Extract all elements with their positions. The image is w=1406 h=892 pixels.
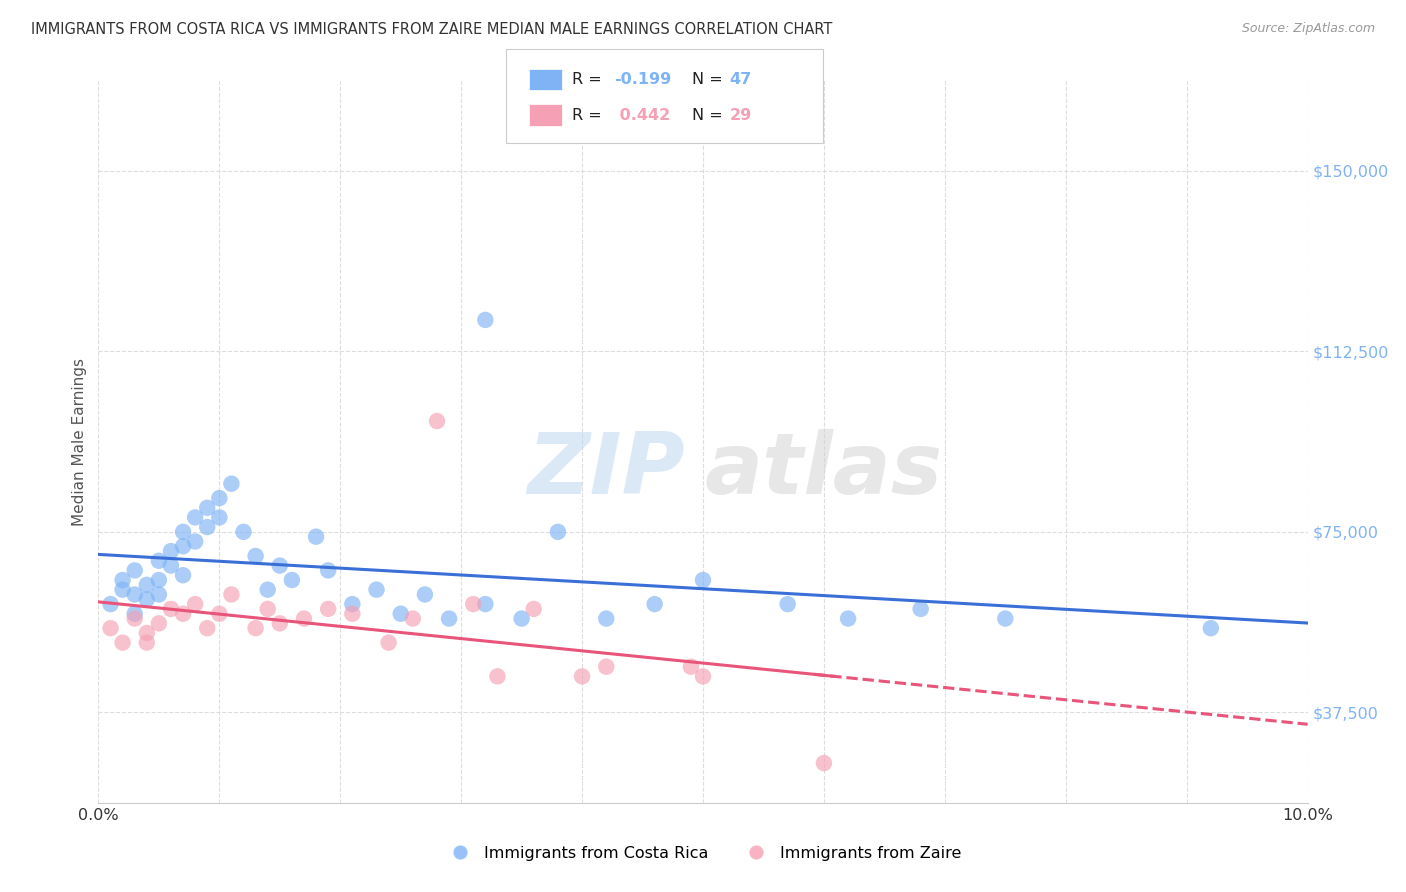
- Point: [595, 659, 617, 673]
- Point: [910, 602, 932, 616]
- Point: [124, 611, 146, 625]
- Point: [148, 616, 170, 631]
- Point: [124, 607, 146, 621]
- Point: [510, 611, 533, 625]
- Text: 29: 29: [730, 108, 752, 122]
- Point: [389, 607, 412, 621]
- Point: [160, 602, 183, 616]
- Point: [679, 659, 702, 673]
- Point: [256, 602, 278, 616]
- Point: [994, 611, 1017, 625]
- Text: N =: N =: [692, 72, 728, 87]
- Point: [377, 635, 399, 649]
- Text: IMMIGRANTS FROM COSTA RICA VS IMMIGRANTS FROM ZAIRE MEDIAN MALE EARNINGS CORRELA: IMMIGRANTS FROM COSTA RICA VS IMMIGRANTS…: [31, 22, 832, 37]
- Text: -0.199: -0.199: [614, 72, 672, 87]
- Point: [776, 597, 799, 611]
- Point: [172, 607, 194, 621]
- Point: [184, 534, 207, 549]
- Point: [426, 414, 449, 428]
- Point: [316, 563, 339, 577]
- Point: [208, 607, 231, 621]
- Point: [402, 611, 425, 625]
- Point: [184, 510, 207, 524]
- Point: [437, 611, 460, 625]
- Point: [148, 554, 170, 568]
- Point: [111, 635, 134, 649]
- Point: [644, 597, 666, 611]
- Point: [292, 611, 315, 625]
- Point: [692, 573, 714, 587]
- Point: [160, 558, 183, 573]
- Text: 47: 47: [730, 72, 752, 87]
- Point: [148, 573, 170, 587]
- Point: [342, 607, 364, 621]
- Point: [463, 597, 485, 611]
- Point: [172, 524, 194, 539]
- Text: ZIP: ZIP: [527, 429, 685, 512]
- Point: [195, 520, 218, 534]
- Text: R =: R =: [572, 108, 607, 122]
- Text: 0.442: 0.442: [614, 108, 671, 122]
- Point: [124, 587, 146, 601]
- Point: [172, 568, 194, 582]
- Text: atlas: atlas: [704, 429, 943, 512]
- Point: [342, 597, 364, 611]
- Point: [1199, 621, 1222, 635]
- Point: [195, 500, 218, 515]
- Text: Source: ZipAtlas.com: Source: ZipAtlas.com: [1241, 22, 1375, 36]
- Text: R =: R =: [572, 72, 607, 87]
- Point: [316, 602, 339, 616]
- Point: [195, 621, 218, 635]
- Text: N =: N =: [692, 108, 728, 122]
- Point: [135, 626, 157, 640]
- Legend: Immigrants from Costa Rica, Immigrants from Zaire: Immigrants from Costa Rica, Immigrants f…: [437, 839, 969, 867]
- Point: [184, 597, 207, 611]
- Point: [100, 621, 122, 635]
- Point: [208, 510, 231, 524]
- Point: [486, 669, 509, 683]
- Point: [474, 597, 496, 611]
- Point: [595, 611, 617, 625]
- Point: [413, 587, 436, 601]
- Point: [135, 635, 157, 649]
- Point: [366, 582, 388, 597]
- Point: [305, 530, 328, 544]
- Point: [100, 597, 122, 611]
- Point: [148, 587, 170, 601]
- Point: [571, 669, 593, 683]
- Point: [245, 621, 267, 635]
- Point: [111, 573, 134, 587]
- Point: [135, 592, 157, 607]
- Point: [269, 558, 291, 573]
- Point: [160, 544, 183, 558]
- Point: [269, 616, 291, 631]
- Point: [256, 582, 278, 597]
- Point: [232, 524, 254, 539]
- Point: [208, 491, 231, 505]
- Point: [111, 582, 134, 597]
- Point: [221, 476, 243, 491]
- Point: [547, 524, 569, 539]
- Point: [523, 602, 546, 616]
- Point: [474, 313, 496, 327]
- Point: [221, 587, 243, 601]
- Point: [135, 578, 157, 592]
- Point: [245, 549, 267, 563]
- Point: [837, 611, 859, 625]
- Point: [281, 573, 304, 587]
- Point: [692, 669, 714, 683]
- Point: [813, 756, 835, 770]
- Point: [172, 539, 194, 553]
- Point: [124, 563, 146, 577]
- Y-axis label: Median Male Earnings: Median Male Earnings: [72, 358, 87, 525]
